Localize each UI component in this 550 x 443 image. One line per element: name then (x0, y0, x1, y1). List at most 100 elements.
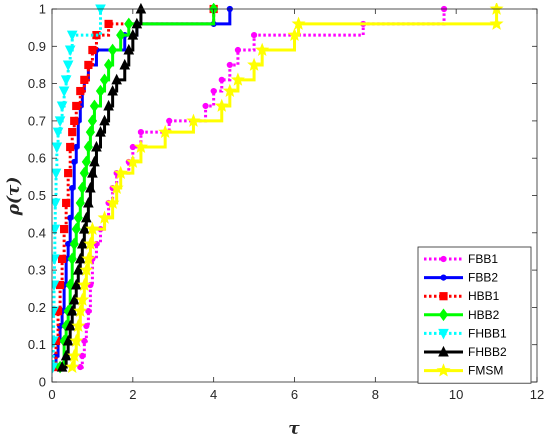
data-point-fhbb2-12 (83, 196, 94, 208)
data-point-fmsm-21 (230, 72, 245, 86)
data-point-hbb1-10 (70, 116, 79, 126)
data-point-hbb2-17 (95, 84, 106, 98)
data-point-hbb2-13 (83, 140, 93, 154)
data-point-hbb2-6 (69, 237, 79, 251)
data-point-hbb1-4 (58, 254, 67, 264)
data-point-fmsm-22 (247, 57, 262, 71)
series-hbb2 (55, 3, 219, 374)
legend-entry-fmsm: FMSM (424, 363, 503, 378)
data-point-fhbb2-14 (87, 167, 98, 178)
data-point-fbb1-0 (77, 363, 84, 371)
data-point-fmsm-25 (291, 16, 306, 30)
data-point-hbb2-9 (75, 196, 85, 210)
data-point-fmsm-23 (255, 42, 270, 56)
data-point-fhbb2-19 (103, 99, 114, 111)
data-point-fhbb2-8 (74, 252, 86, 264)
data-point-fmsm-14 (113, 165, 128, 180)
data-point-hbb2-21 (116, 28, 126, 42)
x-tick-label: 4 (210, 387, 217, 402)
data-point-hbb2-19 (103, 58, 114, 72)
data-point-fhbb1-6 (52, 198, 61, 210)
y-tick-label: 0.4 (28, 225, 46, 240)
data-point-fmsm-7 (79, 262, 94, 277)
data-point-fhbb1-12 (58, 86, 70, 98)
data-point-fhbb1-11 (56, 101, 68, 113)
legend-entry-hbb2: HBB2 (424, 308, 500, 322)
data-point-fhbb1-14 (62, 60, 74, 72)
data-point-fhbb2-11 (81, 211, 92, 223)
data-point-hbb2-7 (71, 222, 81, 236)
data-point-fhbb2-1 (60, 349, 72, 361)
data-point-hbb2-12 (81, 155, 91, 169)
data-point-hbb2-18 (99, 73, 110, 87)
legend-label: FBB2 (468, 271, 498, 285)
data-point-fbb1-19 (218, 76, 225, 83)
data-point-fhbb1-5 (52, 224, 61, 236)
legend-entry-fhbb2: FHBB2 (424, 345, 507, 359)
data-point-fmsm-26 (489, 16, 504, 30)
y-tick-label: 0.8 (28, 76, 46, 91)
y-tick-label: 1 (39, 2, 46, 17)
legend-swatch-marker (438, 328, 449, 340)
data-point-fbb1-18 (210, 87, 217, 95)
legend-label: HBB1 (468, 289, 500, 303)
data-point-fmsm-15 (125, 154, 140, 168)
legend-swatch-marker (438, 308, 449, 322)
data-point-hbb2-5 (67, 252, 77, 266)
data-point-fhbb1-1 (52, 336, 59, 348)
legend-swatch-marker (440, 274, 447, 281)
data-point-hbb1-8 (66, 142, 75, 152)
series-fhbb1 (52, 4, 106, 374)
x-tick-label: 8 (372, 387, 379, 402)
data-point-fhbb2-21 (111, 73, 122, 85)
data-point-fhbb2-13 (85, 181, 96, 193)
data-point-hbb1-6 (62, 198, 71, 208)
data-point-fhbb2-25 (131, 17, 143, 29)
series-fhbb2 (56, 3, 147, 372)
data-point-fbb1-22 (250, 32, 258, 39)
data-point-fmsm-8 (81, 251, 96, 265)
data-point-fhbb1-17 (95, 4, 106, 16)
legend-label: FBB1 (468, 252, 498, 266)
data-point-fhbb2-20 (107, 84, 118, 96)
data-point-fmsm-2 (69, 333, 84, 347)
x-axis-label: τ (288, 419, 300, 439)
data-point-fhbb2-2 (62, 334, 74, 346)
data-point-fhbb1-13 (60, 75, 72, 86)
data-point-hbb1-11 (72, 101, 81, 111)
data-point-fbb1-15 (137, 128, 145, 136)
data-point-fhbb2-0 (56, 360, 68, 372)
data-point-fhbb2-18 (99, 114, 110, 126)
data-point-fmsm-3 (71, 318, 86, 332)
data-point-fhbb2-24 (127, 28, 139, 40)
data-point-hbb1-14 (84, 60, 93, 70)
data-point-fhbb1-0 (52, 362, 59, 374)
data-point-fbb1-21 (234, 46, 242, 54)
data-point-fmsm-0 (65, 359, 80, 374)
data-point-fbb1-3 (83, 322, 90, 330)
y-tick-label: 0.2 (28, 300, 46, 315)
data-point-fhbb2-3 (64, 319, 76, 331)
data-point-hbb1-17 (104, 19, 113, 29)
data-point-fhbb2-5 (68, 293, 80, 305)
data-point-fmsm-16 (133, 139, 148, 153)
legend-entry-fhbb1: FHBB1 (424, 326, 507, 340)
data-point-fhbb2-16 (91, 140, 102, 152)
data-point-fhbb2-6 (70, 278, 82, 290)
data-point-fmsm-6 (77, 277, 92, 291)
data-point-fhbb2-23 (123, 43, 135, 55)
x-tick-label: 12 (530, 387, 544, 402)
data-point-fbb2-10 (71, 158, 78, 166)
data-point-fbb1-2 (81, 337, 88, 345)
data-point-fbb2-9 (69, 184, 76, 192)
data-point-fmsm-4 (73, 303, 88, 318)
series-layer (52, 3, 504, 374)
data-point-fbb1-1 (79, 352, 86, 359)
data-point-fhbb2-17 (95, 125, 106, 137)
data-point-fhbb1-9 (52, 127, 64, 139)
data-point-fmsm-13 (109, 180, 124, 194)
data-point-hbb1-15 (88, 45, 97, 55)
data-point-fhbb2-10 (79, 222, 90, 234)
data-point-fhbb1-3 (52, 280, 60, 292)
